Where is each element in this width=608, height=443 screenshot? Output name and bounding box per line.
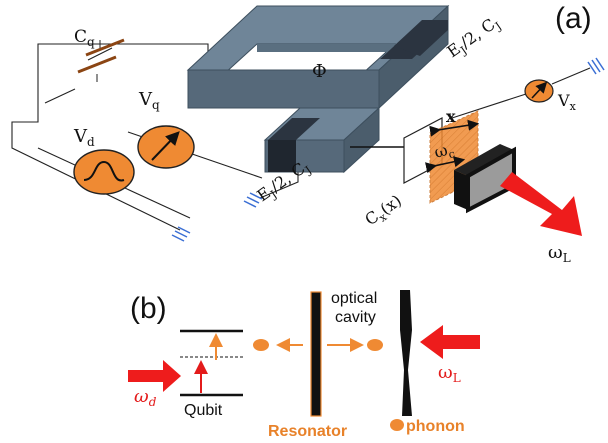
cq-label: Cq <box>74 27 95 49</box>
phonon-label: phonon <box>406 418 465 435</box>
ground-icon <box>243 192 263 208</box>
laser-arrow-b: ωL <box>420 325 480 385</box>
panel-a-label: (a) <box>555 2 592 35</box>
cavity-mirror <box>400 290 412 416</box>
omega-l-label-b: ωL <box>438 362 461 385</box>
voltage-source-vd: Vd <box>73 126 135 195</box>
squid-loop: Φ <box>186 4 450 174</box>
capacitor-cq: Cq <box>74 27 125 82</box>
junction-top-label: EJ/2, CJ <box>443 12 504 64</box>
omega-c-label: ωc <box>432 139 456 165</box>
drive-arrow: ωd <box>128 360 181 409</box>
photon-dot <box>253 339 269 351</box>
ground-icon <box>171 226 191 242</box>
qubit-label: Qubit <box>184 402 223 419</box>
voltmeter-vq: Vq <box>137 89 195 169</box>
vq-label: Vq <box>138 89 160 112</box>
photon-dot <box>367 339 383 351</box>
cavity-label: cavity <box>335 309 376 326</box>
resonator-bar <box>310 291 322 417</box>
laser-arrow: ωL <box>500 172 582 265</box>
ground-icon <box>587 57 605 75</box>
omega-d-label: ωd <box>134 386 157 409</box>
phonon-dot <box>390 419 404 431</box>
vd-label: Vd <box>73 126 95 149</box>
x-label: x <box>446 107 456 126</box>
panel-b-label: (b) <box>130 292 167 325</box>
cx-label: Cx(x) <box>361 191 406 232</box>
resonator-label: Resonator <box>268 423 347 440</box>
flux-label: Φ <box>312 61 327 82</box>
optical-label: optical <box>331 290 377 307</box>
mechanical-capacitor: x ωc <box>350 67 591 214</box>
omega-l-label-a: ωL <box>548 242 571 265</box>
vx-label: Vx <box>557 91 577 113</box>
voltmeter-vx: Vx <box>524 79 577 113</box>
qubit-levels: Qubit <box>180 329 243 419</box>
